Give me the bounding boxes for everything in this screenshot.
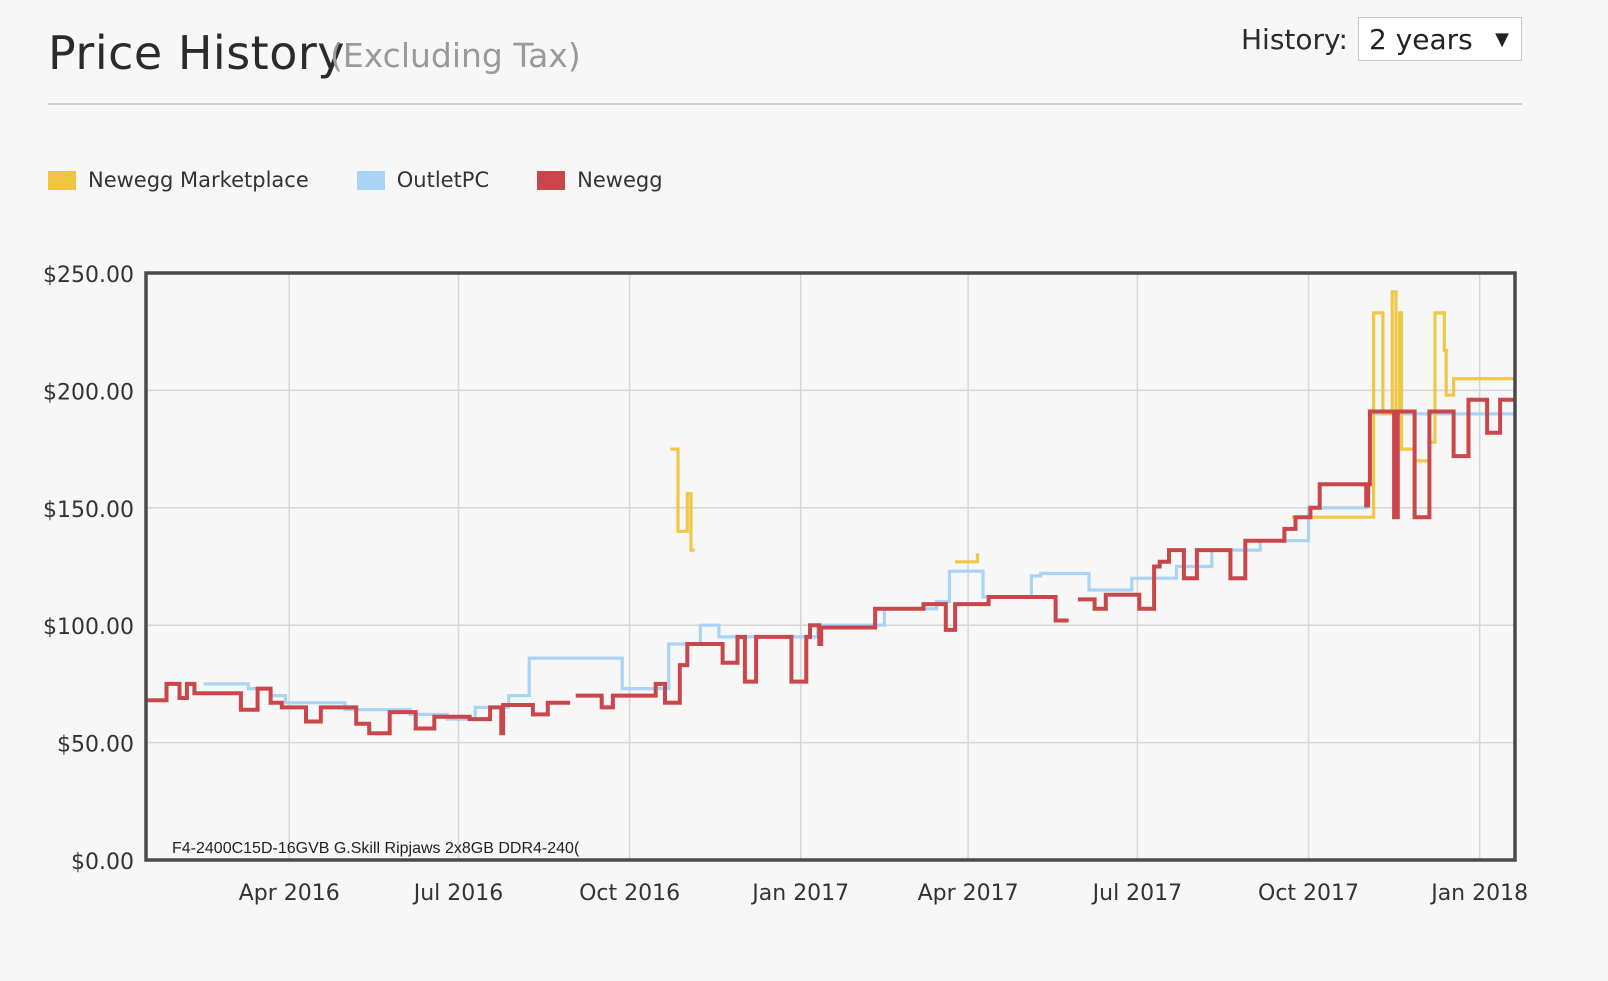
page-title: Price History <box>48 26 345 80</box>
legend-item-newegg-marketplace[interactable]: Newegg Marketplace <box>48 168 309 192</box>
history-range-value: 2 years <box>1369 22 1473 56</box>
y-tick-label: $0.00 <box>71 850 134 875</box>
series-line-newegg-marketplace <box>1291 290 1515 519</box>
legend-swatch-newegg <box>537 170 566 190</box>
y-tick-label: $250.00 <box>43 263 134 288</box>
x-tick-label: Jan 2017 <box>750 881 849 906</box>
page-subtitle: (Excluding Tax) <box>330 36 581 75</box>
series-line-outletpc <box>203 412 1515 721</box>
history-control: History: 2 years ▼ <box>1241 16 1522 62</box>
series-line-newegg <box>575 595 1069 710</box>
x-tick-label: Apr 2017 <box>918 881 1019 906</box>
series-line-newegg-marketplace <box>670 447 695 552</box>
chart-annotation: F4-2400C15D-16GVB G.Skill Ripjaws 2x8GB … <box>172 840 580 857</box>
legend-label-newegg: Newegg <box>577 168 663 192</box>
y-tick-label: $200.00 <box>43 380 134 405</box>
price-history-chart: $0.00 $50.00 $100.00 $150.00 $200.00 $250.00 A… <box>43 263 1528 906</box>
legend-item-outletpc[interactable]: OutletPC <box>356 168 490 192</box>
y-tick-label: $150.00 <box>43 498 134 523</box>
legend-label-newegg-marketplace: Newegg Marketplace <box>88 168 309 192</box>
chevron-down-icon: ▼ <box>1495 28 1509 50</box>
legend-swatch-outletpc <box>356 170 385 190</box>
plot-frame <box>144 271 1517 862</box>
history-label: History: <box>1240 22 1348 56</box>
y-tick-label: $100.00 <box>43 615 134 640</box>
y-tick-label: $50.00 <box>57 733 134 758</box>
x-tick-label: Jan 2018 <box>1429 881 1528 906</box>
chart-legend: Newegg Marketplace OutletPC Newegg <box>48 168 711 192</box>
series-line-newegg <box>1077 397 1515 611</box>
x-tick-label: Jul 2016 <box>412 881 504 906</box>
series-line-newegg-marketplace <box>955 553 980 564</box>
price-history-header: Price History (Excluding Tax) History: 2… <box>48 17 1522 104</box>
x-tick-label: Oct 2016 <box>579 881 680 906</box>
header-divider <box>48 103 1522 105</box>
history-range-select[interactable]: 2 years ▼ <box>1358 17 1522 61</box>
x-tick-label: Oct 2017 <box>1258 881 1359 906</box>
legend-swatch-newegg-marketplace <box>48 170 76 190</box>
series-line-newegg <box>146 681 571 736</box>
legend-item-newegg[interactable]: Newegg <box>537 168 663 192</box>
x-tick-label: Jul 2017 <box>1091 881 1183 906</box>
legend-label-outletpc: OutletPC <box>396 168 490 192</box>
x-tick-label: Apr 2016 <box>239 881 340 906</box>
